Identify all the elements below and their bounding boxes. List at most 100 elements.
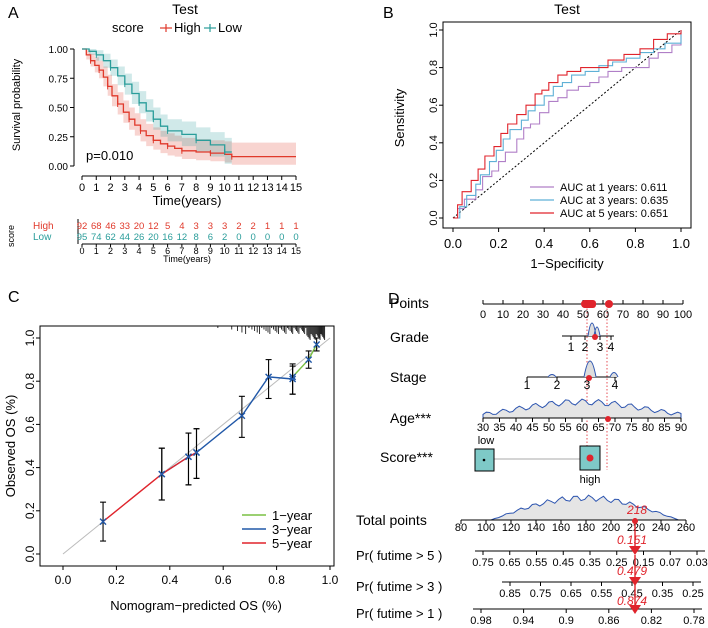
panel-c-ylabel: Observed OS (%) <box>3 395 18 498</box>
km-x-tick-label: 14 <box>276 182 288 194</box>
nomo-tick-label: 80 <box>455 522 467 534</box>
risk-cell-low: 0 <box>265 232 270 243</box>
nomo-tick-label: 0.86 <box>598 615 619 627</box>
risk-cell-low: 2 <box>222 232 227 243</box>
nomo-tick-label: 180 <box>577 522 595 534</box>
nomo-prob-arrow-head <box>629 605 641 614</box>
risk-cell-low: 0 <box>279 232 284 243</box>
risk-cell-high: 46 <box>105 221 116 232</box>
risk-cell-low: 44 <box>120 232 131 243</box>
risk-cell-low: 74 <box>91 232 102 243</box>
cal-x-tick-label: 0.8 <box>268 573 285 587</box>
roc-y-tick-label: 0.8 <box>428 60 440 75</box>
nomo-tick-label: 0.75 <box>530 588 551 600</box>
km-x-tick-label: 1 <box>93 182 99 194</box>
km-x-tick-label: 10 <box>219 182 231 194</box>
risk-x-tick-label: 1 <box>94 246 99 256</box>
risk-x-tick-label: 2 <box>108 246 113 256</box>
cal-legend-label: 1−year <box>272 508 313 523</box>
roc-diagonal <box>452 29 682 219</box>
risk-cell-low: 95 <box>77 232 88 243</box>
roc-plot-frame <box>442 21 692 229</box>
risk-x-tick-label: 12 <box>248 246 258 256</box>
nomo-tick-label: 50 <box>577 309 589 321</box>
nomo-prob-arrow-head <box>629 546 641 555</box>
cal-legend-label: 5−year <box>272 536 313 551</box>
risk-cell-low: 0 <box>293 232 298 243</box>
km-x-tick-label: 11 <box>233 182 244 194</box>
km-x-tick-label: 2 <box>107 182 113 194</box>
cal-line-3 <box>102 451 197 523</box>
nomo-tick-label: 0.55 <box>591 588 612 600</box>
km-x-tick-label: 12 <box>247 182 259 194</box>
nomo-tick-label: 0.25 <box>606 557 627 569</box>
nomo-tick-label: 0.35 <box>652 588 673 600</box>
nomo-tick-label: 35 <box>493 422 505 434</box>
nomo-tick-label: 0.55 <box>526 557 547 569</box>
risk-x-tick-label: 7 <box>179 246 184 256</box>
panel-a-xlabel: Time(years) <box>153 193 222 208</box>
nomo-stage-marker <box>586 375 592 381</box>
legend-title: score <box>112 20 144 35</box>
roc-plot: 0.0 0.2 0.4 0.6 0.8 1.0 0.0 0.2 0.4 0.6 0.8 1.0 AUC … <box>428 21 692 251</box>
nomo-tick-label: 80 <box>642 422 654 434</box>
cal-y-tick-label: 0.8 <box>23 373 37 390</box>
nomo-dist-total <box>461 494 686 521</box>
cal-line-1 <box>292 344 318 378</box>
panel-c-letter: C <box>8 289 20 306</box>
nomo-tick-label: 3 <box>597 340 604 354</box>
risk-cell-high: 12 <box>148 221 159 232</box>
cal-point <box>158 470 166 478</box>
nomo-score-low-label: low <box>478 435 495 447</box>
panel-a-letter: A <box>8 5 19 22</box>
risk-x-tick-label: 6 <box>165 246 170 256</box>
cal-point <box>238 412 246 420</box>
risk-cell-high: 1 <box>279 221 284 232</box>
nomo-tick-label: 200 <box>602 522 620 534</box>
risk-cell-low: 8 <box>193 232 198 243</box>
cal-point <box>193 448 200 456</box>
nomo-tick-label: 60 <box>597 309 609 321</box>
nomo-tick-label: 40 <box>557 309 569 321</box>
risk-high-label: High <box>33 221 54 232</box>
nomo-tick-label: 0.98 <box>470 615 491 627</box>
panel-a-legend: score High Low <box>112 20 242 35</box>
nomo-tick-label: 80 <box>637 309 649 321</box>
nomo-tick-label: 0.75 <box>472 557 493 569</box>
nomo-tick-label: 0.15 <box>633 557 654 569</box>
roc-y-tick-label: 1.0 <box>428 22 440 37</box>
cal-y-tick-label: 0.2 <box>23 502 37 519</box>
risk-cell-high: 3 <box>222 221 227 232</box>
nomo-tick-label: 60 <box>576 422 588 434</box>
risk-x-tick-label: 9 <box>208 246 213 256</box>
km-x-tick-label: 6 <box>165 182 171 194</box>
cal-y-tick-label: 0.0 <box>23 545 37 562</box>
risk-xlabel: Time(years) <box>163 254 211 264</box>
km-y-tick-label: 0.00 <box>49 162 69 173</box>
nomo-tick-label: 100 <box>674 309 692 321</box>
nomo-label-total: Total points <box>356 512 427 528</box>
nomo-tick-label: 120 <box>502 522 520 534</box>
nomo-age-marker <box>605 416 611 422</box>
cal-x-tick-label: 0.6 <box>215 573 232 587</box>
risk-cell-high: 2 <box>251 221 256 232</box>
nomo-prob-value-2: 0.479 <box>617 564 647 578</box>
nomo-score-high-label: high <box>580 474 601 486</box>
nomo-tick-label: 4 <box>612 378 619 392</box>
km-y-tick-label: 0.25 <box>49 133 69 144</box>
nomo-tick-label: 65 <box>592 422 604 434</box>
nomo-tick-label: 0.65 <box>499 557 520 569</box>
nomo-tick-label: 70 <box>617 309 629 321</box>
risk-cell-low: 0 <box>236 232 241 243</box>
cal-point <box>305 356 313 364</box>
nomo-tick-label: 0.78 <box>683 615 704 627</box>
cal-x-tick-label: 0.0 <box>55 573 72 587</box>
cal-point <box>184 453 192 461</box>
km-ci-band-high <box>82 49 296 165</box>
roc-x-tick-label: 0.4 <box>535 236 553 251</box>
risk-cell-low: 6 <box>208 232 213 243</box>
nomo-tick-label: 100 <box>477 522 495 534</box>
risk-cell-high: 68 <box>91 221 102 232</box>
nomo-label-points: Points <box>390 295 429 311</box>
